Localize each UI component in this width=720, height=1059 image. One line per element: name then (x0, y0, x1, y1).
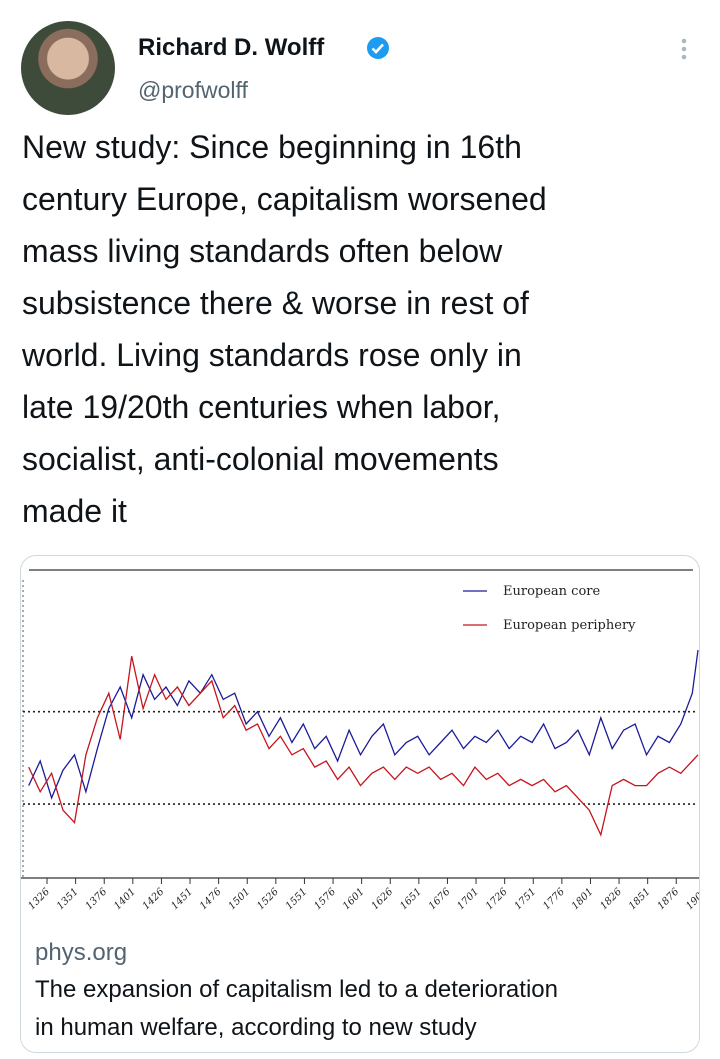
card-title: The expansion of capitalism led to a det… (35, 971, 558, 1047)
tweet-text-line: New study: Since beginning in 16th (22, 129, 522, 165)
x-tick-label: 1901 (684, 886, 699, 912)
tweet-text-line: socialist, anti-colonial movements (22, 441, 499, 477)
avatar[interactable] (21, 21, 115, 115)
x-tick-label: 1851 (627, 886, 653, 912)
x-tick-label: 1376 (84, 886, 110, 912)
x-tick-label: 1326 (26, 886, 52, 912)
card-title-line: The expansion of capitalism led to a det… (35, 976, 558, 1003)
tweet-text-line: late 19/20th centuries when labor, (22, 389, 501, 425)
x-tick-label: 1776 (541, 886, 567, 912)
x-tick-label: 1451 (169, 886, 195, 912)
author-handle[interactable]: @profwolff (138, 77, 248, 103)
legend-label: European periphery (503, 618, 636, 633)
link-card[interactable]: 1301 1326 1351 1376 1401 1426 1451 1476 1501 1526… (20, 555, 700, 1053)
tweet-text-line: world. Living standards rose only in (22, 337, 522, 373)
x-tick-label: 1476 (198, 886, 224, 912)
chart: 1301 1326 1351 1376 1401 1426 1451 1476 1501 1526… (21, 569, 699, 912)
x-tick-label: 1626 (370, 886, 396, 912)
x-tick-label: 1576 (312, 886, 338, 912)
x-tick-label: 1301 (21, 886, 24, 912)
tweet-text-line: mass living standards often below (22, 233, 503, 269)
x-tick-label: 1526 (255, 886, 281, 912)
more-menu[interactable] (676, 36, 692, 64)
tweet-text: New study: Since beginning in 16th centur… (22, 121, 547, 537)
x-tick-label: 1826 (598, 886, 624, 912)
tweet-text-line: made it (22, 493, 127, 529)
verified-badge (367, 37, 389, 59)
x-tick-label: 1701 (455, 886, 481, 912)
x-tick-label: 1801 (570, 886, 596, 912)
x-tick-label: 1726 (484, 886, 510, 912)
data-line (28, 650, 699, 800)
x-tick-label: 1401 (112, 886, 138, 912)
legend-label: European core (503, 584, 600, 599)
x-tick-label: 1601 (341, 886, 367, 912)
tweet-text-line: century Europe, capitalism worsened (22, 181, 547, 217)
card-title-line: in human welfare, according to new study (35, 1014, 477, 1041)
x-tick-label: 1651 (398, 886, 424, 912)
tweet-text-line: subsistence there & worse in rest of (22, 285, 529, 321)
x-tick-label: 1501 (227, 886, 253, 912)
x-tick-label: 1551 (284, 886, 310, 912)
x-tick-label: 1426 (141, 886, 167, 912)
x-tick-label: 1676 (427, 886, 453, 912)
x-tick-label: 1351 (55, 886, 81, 912)
x-tick-label: 1751 (513, 886, 539, 912)
x-tick-label: 1876 (656, 886, 682, 912)
card-domain: phys.org (35, 939, 128, 966)
author-name[interactable]: Richard D. Wolff (138, 34, 325, 61)
data-line (28, 656, 699, 837)
